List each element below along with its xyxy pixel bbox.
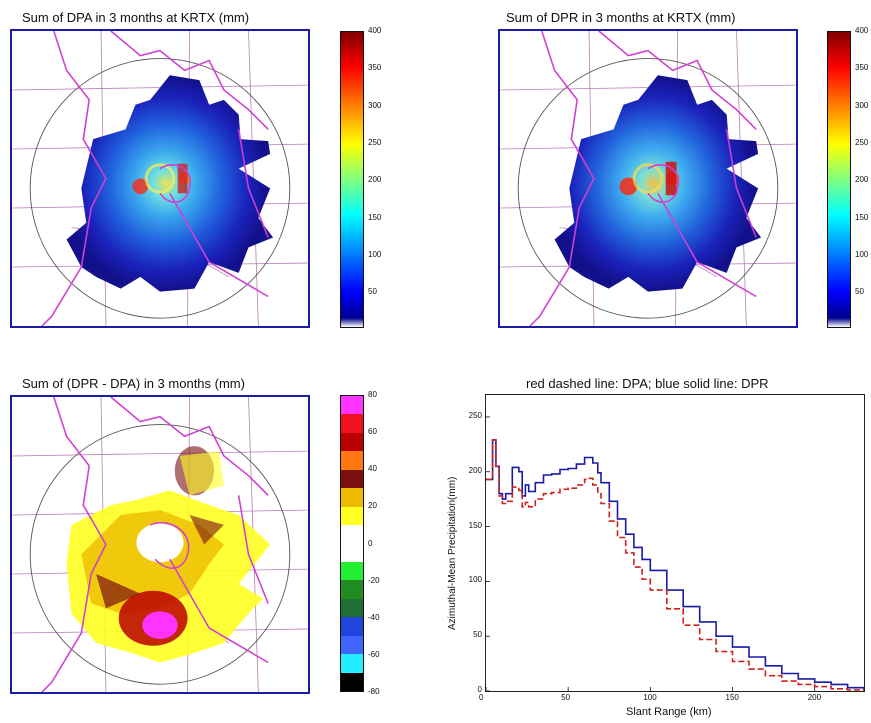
dpr-colorbar-tick: 250 bbox=[855, 138, 869, 147]
x-tick-label: 50 bbox=[561, 693, 571, 702]
diff-colorbar-tick: -20 bbox=[368, 575, 380, 585]
dpa-colorbar-tick: 50 bbox=[368, 287, 377, 297]
dpa-sum-map bbox=[10, 29, 310, 328]
y-tick-label: 150 bbox=[468, 520, 482, 530]
diff-colorbar-segments bbox=[341, 396, 363, 691]
diff-colorbar-segment bbox=[341, 672, 363, 691]
precip-field bbox=[66, 75, 274, 292]
jet-gradient bbox=[341, 32, 363, 327]
diff-colorbar-segment bbox=[341, 635, 363, 655]
range-ring bbox=[29, 58, 291, 319]
diff-colorbar-segment bbox=[341, 525, 363, 544]
series-layer bbox=[486, 439, 864, 691]
x-axis-label: Slant Range (km) bbox=[626, 706, 712, 718]
series-dpr-line bbox=[486, 439, 864, 691]
profile-chart bbox=[485, 394, 865, 692]
x-tick-label: 100 bbox=[643, 693, 657, 702]
diff-colorbar-segment bbox=[341, 488, 363, 507]
dpr-colorbar-tick: 400 bbox=[855, 26, 869, 35]
state-borders bbox=[41, 31, 269, 326]
diff-colorbar-segment bbox=[341, 414, 363, 433]
diff-map-svg bbox=[12, 397, 308, 692]
dpr-colorbar bbox=[827, 31, 851, 328]
y-tick-label: 100 bbox=[468, 575, 482, 585]
dpa-colorbar-tick: 100 bbox=[368, 250, 382, 260]
diff-title: Sum of (DPR - DPA) in 3 months (mm) bbox=[22, 376, 245, 391]
dpr-colorbar-tick: 300 bbox=[855, 100, 869, 110]
diff-colorbar-segment bbox=[341, 506, 363, 526]
diff-colorbar-segment bbox=[341, 396, 363, 415]
diff-colorbar-tick: 80 bbox=[368, 390, 377, 399]
diff-colorbar-tick: 40 bbox=[368, 464, 377, 474]
dpr-colorbar-ticks: 400 350 300 250 200 150 100 50 bbox=[855, 27, 871, 328]
diff-colorbar-tick: 20 bbox=[368, 501, 377, 511]
dpa-colorbar-tick: 200 bbox=[368, 175, 382, 185]
state-borders bbox=[529, 31, 757, 326]
x-tick-label: 150 bbox=[725, 693, 739, 702]
diff-colorbar-tick: 60 bbox=[368, 427, 377, 437]
x-tick-labels: 0 50 100 150 200 bbox=[479, 692, 863, 704]
dpa-sum-title: Sum of DPA in 3 months at KRTX (mm) bbox=[22, 10, 250, 25]
dpa-colorbar-tick: 150 bbox=[368, 212, 382, 222]
precip-field bbox=[554, 75, 762, 292]
dpa-colorbar bbox=[340, 31, 364, 328]
y-tick-labels: 0 50 100 150 200 250 bbox=[452, 394, 484, 693]
jet-gradient bbox=[828, 32, 850, 327]
dpa-colorbar-tick: 300 bbox=[368, 100, 382, 110]
diff-colorbar-tick: 0 bbox=[368, 538, 373, 548]
dpr-sum-map-svg bbox=[500, 31, 796, 326]
dpa-colorbar-ticks: 400 350 300 250 200 150 100 50 bbox=[368, 27, 398, 328]
diff-field bbox=[66, 446, 271, 663]
diff-colorbar-segment bbox=[341, 617, 363, 636]
profile-title: red dashed line: DPA; blue solid line: D… bbox=[526, 376, 769, 391]
diff-colorbar-segment bbox=[341, 561, 363, 581]
diff-colorbar-segment bbox=[341, 451, 363, 470]
diff-colorbar-segment bbox=[341, 598, 363, 618]
range-ring bbox=[517, 58, 779, 319]
dpa-colorbar-tick: 250 bbox=[368, 138, 382, 147]
dpr-colorbar-tick: 50 bbox=[855, 287, 864, 297]
y-tick-label: 200 bbox=[468, 465, 482, 475]
dpa-colorbar-tick: 350 bbox=[368, 63, 382, 73]
y-tick-label: 250 bbox=[468, 410, 482, 420]
x-tick-label: 0 bbox=[479, 693, 484, 702]
dpr-sum-title: Sum of DPR in 3 months at KRTX (mm) bbox=[506, 10, 736, 25]
range-ring bbox=[29, 424, 291, 685]
hotspots bbox=[132, 163, 191, 195]
diff-colorbar-segment bbox=[341, 543, 363, 562]
series-dpa-line bbox=[486, 439, 864, 691]
diff-colorbar bbox=[340, 395, 364, 692]
x-tick-label: 200 bbox=[807, 693, 822, 702]
y-tick-label: 0 bbox=[477, 685, 482, 694]
diff-colorbar-tick: -40 bbox=[368, 612, 380, 622]
dpr-sum-map bbox=[498, 29, 798, 328]
dpr-colorbar-tick: 100 bbox=[855, 250, 869, 260]
y-tick-label: 50 bbox=[473, 630, 482, 640]
x-ticks bbox=[486, 687, 816, 691]
diff-colorbar-segment bbox=[341, 432, 363, 452]
profile-chart-svg bbox=[486, 416, 864, 691]
diff-colorbar-segment bbox=[341, 580, 363, 599]
diff-colorbar-tick: -80 bbox=[368, 687, 380, 696]
dpr-colorbar-tick: 200 bbox=[855, 175, 869, 185]
hotspots bbox=[619, 161, 680, 196]
state-borders bbox=[41, 397, 269, 692]
diff-colorbar-ticks: 80 60 40 20 0 -20 -40 -60 -80 bbox=[368, 391, 398, 696]
diff-colorbar-tick: -60 bbox=[368, 649, 380, 659]
diff-map bbox=[10, 395, 310, 694]
dpr-colorbar-tick: 350 bbox=[855, 63, 869, 73]
dpa-colorbar-tick: 400 bbox=[368, 26, 382, 35]
diff-colorbar-segment bbox=[341, 654, 363, 673]
dpr-colorbar-tick: 150 bbox=[855, 212, 869, 222]
diff-colorbar-segment bbox=[341, 469, 363, 489]
dpa-sum-map-svg bbox=[12, 31, 308, 326]
y-axis-label: Azimuthal-Mean Precipitation(mm) bbox=[447, 476, 458, 630]
y-ticks bbox=[486, 416, 490, 691]
